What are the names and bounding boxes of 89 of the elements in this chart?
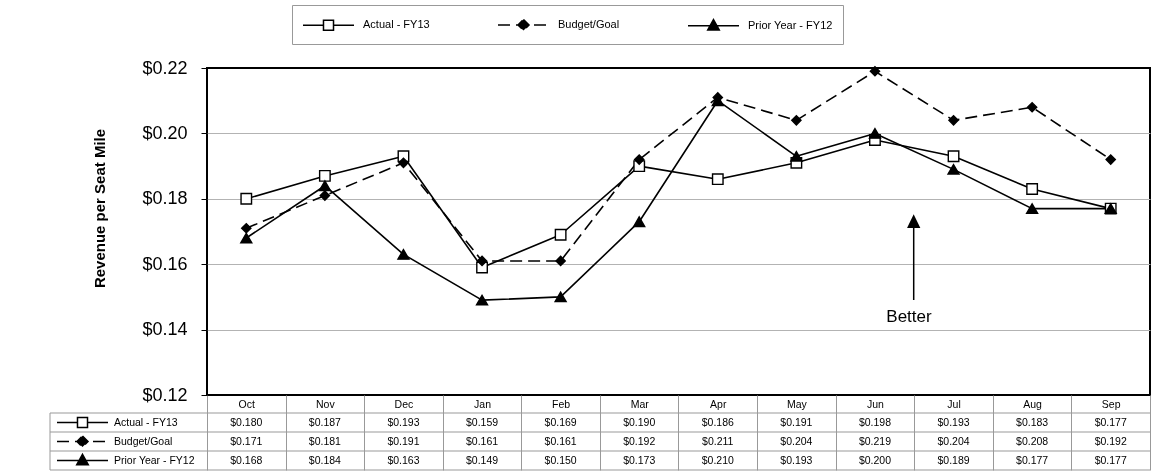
data-label: $0.193 <box>387 415 420 428</box>
point <box>711 173 724 186</box>
data-label: $0.177 <box>1094 415 1127 428</box>
x-tick-label: Apr <box>710 398 727 410</box>
point <box>1026 183 1039 195</box>
point <box>947 163 960 175</box>
point <box>791 115 802 126</box>
x-tick-label: Oct <box>238 398 256 410</box>
point <box>947 150 960 163</box>
data-label: $0.150 <box>544 453 577 466</box>
point <box>868 127 882 139</box>
data-label: $0.191 <box>780 415 813 428</box>
point <box>398 157 409 169</box>
legend-label: Budget/Goal <box>558 17 620 30</box>
x-tick-label: Jul <box>947 398 961 410</box>
data-label: $0.171 <box>230 434 263 447</box>
point <box>554 291 567 303</box>
data-label: $0.163 <box>387 453 420 466</box>
x-tick-label: Feb <box>552 398 571 410</box>
point <box>318 169 331 182</box>
data-label: $0.161 <box>465 434 499 447</box>
data-label: $0.191 <box>387 434 420 447</box>
x-tick-label: May <box>786 398 808 410</box>
data-label: $0.180 <box>230 415 263 428</box>
data-label: $0.193 <box>937 415 970 428</box>
point <box>240 232 253 244</box>
y-tick-label: $0.12 <box>142 384 188 405</box>
data-label: $0.173 <box>623 453 656 466</box>
x-tick-label: Mar <box>630 398 650 410</box>
x-tick-label: Sep <box>1101 398 1121 410</box>
annotation: Better <box>886 307 933 326</box>
y-tick-label: $0.18 <box>142 188 188 209</box>
data-label: $0.186 <box>701 415 734 428</box>
data-label: $0.189 <box>937 453 970 466</box>
data-label: $0.190 <box>623 415 656 428</box>
data-label: $0.187 <box>308 415 342 428</box>
data-label: $0.177 <box>1016 453 1049 466</box>
text: Prior Year - FY12 <box>114 453 195 466</box>
x-tick-label: Aug <box>1023 398 1043 410</box>
data-label: $0.192 <box>623 434 656 447</box>
data-label: $0.168 <box>230 453 263 466</box>
data-label: $0.208 <box>1016 434 1049 447</box>
point <box>555 255 566 267</box>
point <box>554 228 567 241</box>
x-tick-label: Nov <box>316 398 336 410</box>
data-label: $0.169 <box>544 415 577 428</box>
point <box>397 248 410 260</box>
point <box>240 222 252 234</box>
point <box>1026 101 1038 113</box>
point <box>475 294 489 306</box>
data-label: $0.204 <box>937 434 970 447</box>
y-tick-label: $0.20 <box>142 122 188 143</box>
point <box>633 154 645 165</box>
legend-label: Prior Year - FY12 <box>748 18 833 31</box>
point <box>790 150 803 162</box>
y-tick-label: $0.22 <box>142 57 188 78</box>
point <box>240 192 253 205</box>
x-tick-label: Jun <box>866 398 885 410</box>
y-tick-label: $0.16 <box>142 253 188 274</box>
point <box>1105 154 1117 165</box>
point <box>948 115 959 126</box>
point <box>869 65 881 77</box>
data-label: $0.204 <box>780 434 813 447</box>
point <box>318 180 332 192</box>
data-label: $0.177 <box>1094 453 1127 466</box>
data-label: $0.211 <box>702 434 734 447</box>
data-label: $0.183 <box>1016 415 1049 428</box>
data-label: $0.181 <box>308 434 342 447</box>
text: Budget/Goal <box>114 434 173 447</box>
point <box>1025 203 1039 215</box>
data-label: $0.149 <box>465 453 499 466</box>
text: Actual - FY13 <box>114 415 178 428</box>
y-tick-label: $0.14 <box>142 319 188 340</box>
x-tick-label: Jan <box>474 398 492 410</box>
point <box>633 216 646 228</box>
data-label: $0.198 <box>858 415 892 428</box>
data-label: $0.184 <box>308 453 342 466</box>
data-label: $0.159 <box>465 415 499 428</box>
data-label: $0.200 <box>858 453 892 466</box>
data-label: $0.193 <box>780 453 813 466</box>
y-axis-title: Revenue per Seat Mile <box>90 128 108 289</box>
data-label: $0.161 <box>544 434 577 447</box>
x-tick-label: Dec <box>394 398 414 410</box>
legend-label: Actual - FY13 <box>363 18 430 31</box>
data-label: $0.219 <box>858 434 892 447</box>
data-label: $0.210 <box>701 453 734 466</box>
point <box>319 190 331 201</box>
point <box>476 255 488 267</box>
data-label: $0.192 <box>1094 434 1127 447</box>
